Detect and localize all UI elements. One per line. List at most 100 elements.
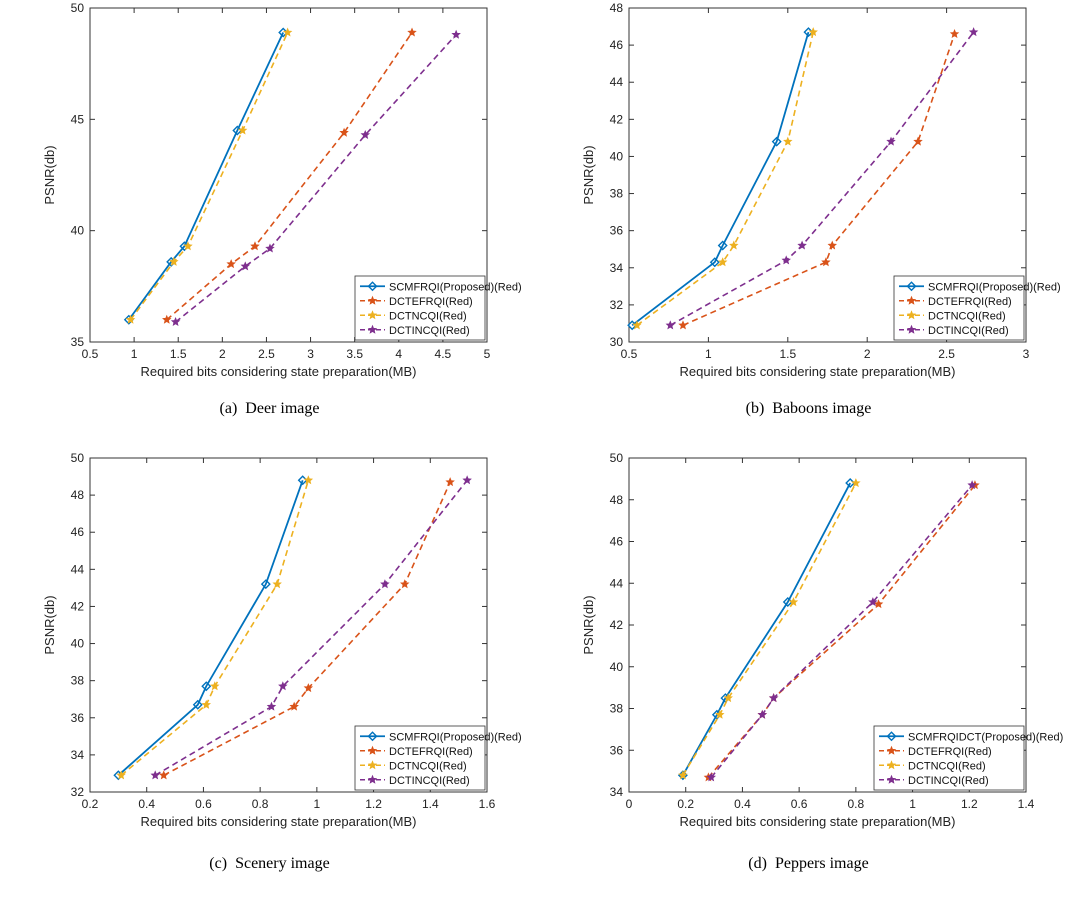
y-tick-label: 40 (610, 149, 624, 163)
data-point (360, 129, 370, 139)
x-tick-label: 1.5 (779, 347, 796, 361)
x-tick-label: 2.5 (258, 347, 275, 361)
chart-panel-deer: 0.5 1 1.5 2 2.5 3 3.5 4 4.5 5 35 40 45 50 Required bit… (0, 0, 539, 448)
data-point (913, 136, 923, 146)
x-axis-label: Required bits considering state preparat… (140, 364, 416, 379)
data-point (808, 27, 818, 37)
x-axis-label: Required bits considering state preparat… (679, 814, 955, 829)
data-point (632, 320, 642, 330)
legend: SCMFRQIDCT(Proposed)(Red) DCTEFRQI(Red) DC… (873, 725, 1063, 791)
data-point (250, 241, 260, 251)
x-tick-label: 1.5 (170, 347, 187, 361)
data-point (873, 599, 884, 609)
caption-peppers: (d) Peppers image (539, 855, 1078, 873)
legend-label: DCTNCQI(Red) (389, 310, 467, 322)
legend-label: DCTINCQI(Red) (389, 775, 470, 787)
x-tick-label: 1.4 (422, 797, 439, 811)
legend-label: SCMFRQI(Proposed)(Red) (389, 731, 522, 743)
legend-marker (886, 745, 897, 755)
data-point (183, 241, 193, 251)
data-point (706, 772, 716, 782)
x-tick-label: 0.4 (734, 797, 751, 811)
data-point (868, 597, 878, 607)
x-tick-label: 0.5 (82, 347, 99, 361)
legend: SCMFRQI(Proposed)(Red) DCTEFRQI(Red) DCTNC… (354, 275, 522, 341)
x-tick-label: 3.5 (346, 347, 363, 361)
y-tick-label: 44 (610, 576, 624, 590)
series-1 (627, 27, 814, 331)
data-point (226, 259, 236, 269)
legend-marker (367, 310, 378, 320)
caption-label: (a) (219, 400, 238, 417)
x-tick-label: 1.6 (479, 797, 496, 811)
x-tick-label: 1 (705, 347, 712, 361)
x-tick-label: 0.2 (82, 797, 99, 811)
data-point (715, 709, 725, 719)
data-point (827, 240, 837, 250)
caption-label: (c) (209, 855, 228, 872)
y-axis-label: PSNR(db) (581, 145, 596, 204)
series-4 (170, 29, 461, 326)
y-axis-label: PSNR(db) (42, 145, 57, 204)
caption-text: Scenery image (235, 855, 330, 872)
x-tick-label: 3 (307, 347, 314, 361)
y-tick-label: 44 (610, 75, 624, 89)
data-point (717, 257, 728, 267)
y-tick-label: 48 (610, 493, 624, 507)
y-tick-label: 34 (610, 261, 624, 275)
caption-text: Deer image (245, 400, 320, 417)
data-point (169, 256, 179, 266)
data-point (771, 136, 782, 147)
data-point (451, 29, 461, 39)
x-tick-label: 2.5 (938, 347, 955, 361)
series-4 (150, 475, 472, 780)
y-tick-label: 45 (71, 112, 85, 126)
y-tick-label: 46 (610, 535, 624, 549)
data-point (949, 29, 960, 39)
data-point (400, 579, 410, 589)
y-tick-label: 40 (71, 224, 85, 238)
y-axis-label: PSNR(db) (42, 595, 57, 654)
x-tick-label: 5 (484, 347, 491, 361)
x-tick-label: 4.5 (435, 347, 452, 361)
data-point (678, 320, 688, 330)
series-line (154, 479, 468, 776)
chart-deer: 0.5 1 1.5 2 2.5 3 3.5 4 4.5 5 35 40 45 50 Required bit… (42, 1, 522, 379)
y-tick-label: 42 (610, 112, 624, 126)
x-tick-label: 0.2 (677, 797, 694, 811)
series-2 (158, 477, 455, 780)
caption-scenery: (c) Scenery image (0, 855, 539, 873)
series-line (117, 479, 304, 776)
legend-label: DCTNCQI(Red) (908, 760, 986, 772)
data-point (665, 320, 676, 330)
data-point (757, 709, 768, 719)
data-point (967, 480, 977, 490)
legend-label: DCTNCQI(Red) (928, 310, 1006, 322)
x-tick-label: 1 (314, 797, 321, 811)
y-tick-label: 46 (610, 38, 624, 52)
data-point (265, 243, 275, 253)
y-tick-label: 38 (610, 187, 624, 201)
legend-marker (886, 760, 897, 770)
data-point (797, 240, 807, 250)
data-point (781, 255, 791, 265)
data-point (116, 770, 126, 780)
x-tick-label: 2 (219, 347, 226, 361)
x-tick-label: 0.4 (138, 797, 155, 811)
y-tick-label: 40 (610, 660, 624, 674)
legend-label: SCMFRQI(Proposed)(Red) (389, 281, 522, 293)
y-tick-label: 36 (610, 743, 624, 757)
legend-label: DCTEFRQI(Red) (928, 296, 1012, 308)
data-point (303, 683, 314, 693)
y-tick-label: 38 (610, 702, 624, 716)
x-tick-label: 1.4 (1018, 797, 1035, 811)
data-point (260, 579, 271, 590)
chart-panel-peppers: 0 0.2 0.4 0.6 0.8 1 1.2 1.4 34 36 38 40 42 44 46 48 50 Re… (539, 450, 1078, 898)
x-tick-label: 1 (131, 347, 138, 361)
legend: SCMFRQI(Proposed)(Red) DCTEFRQI(Red) DCTNC… (893, 275, 1061, 341)
data-point (192, 699, 203, 710)
caption-text: Baboons image (772, 400, 872, 417)
chart-panel-scenery: 0.2 0.4 0.6 0.8 1 1.2 1.4 1.6 32 34 36 38 40 42 44 46 48… (0, 450, 539, 898)
series-4 (665, 27, 979, 330)
legend: SCMFRQI(Proposed)(Red) DCTEFRQI(Red) DCTNC… (354, 725, 522, 791)
